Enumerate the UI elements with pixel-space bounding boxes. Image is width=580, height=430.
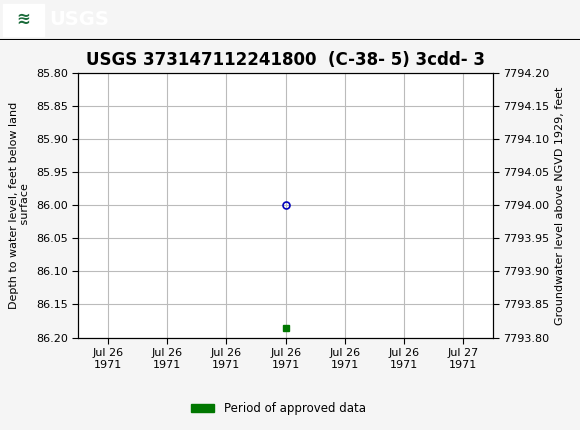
Text: USGS: USGS [49, 10, 109, 29]
Y-axis label: Groundwater level above NGVD 1929, feet: Groundwater level above NGVD 1929, feet [555, 86, 566, 325]
Bar [3, 4, 43, 36]
Title: USGS 373147112241800  (C-38- 5) 3cdd- 3: USGS 373147112241800 (C-38- 5) 3cdd- 3 [86, 51, 485, 69]
Y-axis label: Depth to water level, feet below land
 surface: Depth to water level, feet below land su… [9, 102, 31, 309]
Text: ≋: ≋ [16, 10, 30, 28]
Legend: Period of approved data: Period of approved data [186, 397, 371, 420]
